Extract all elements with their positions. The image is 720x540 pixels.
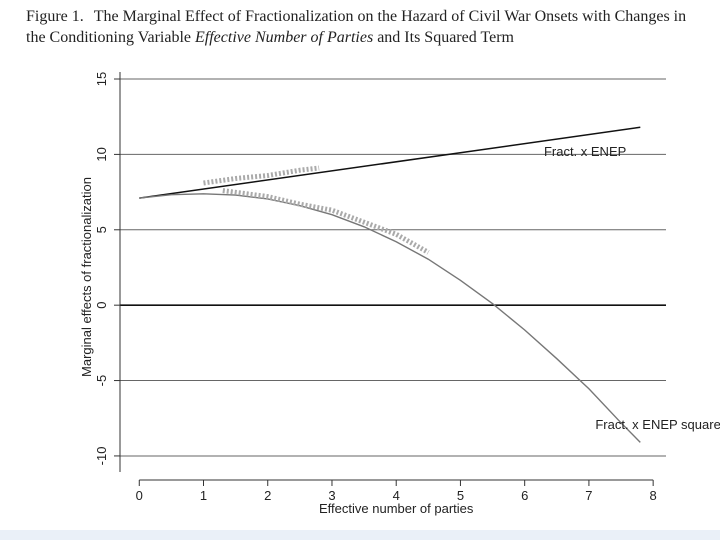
- labels: Effective number of parties Marginal effe…: [79, 144, 720, 516]
- x-axis-title: Effective number of parties: [319, 501, 474, 516]
- x-tick-label: 4: [393, 488, 400, 503]
- series-label: Fract. x ENEP: [544, 144, 626, 159]
- figure-label: Figure 1.: [26, 8, 84, 25]
- x-tick-label: 1: [200, 488, 207, 503]
- grid-lines: [120, 78, 666, 457]
- confidence-dots-line: [203, 165, 320, 186]
- y-axis-title: Marginal effects of fractionalization: [79, 177, 94, 377]
- y-tick-label: 5: [94, 226, 109, 233]
- figure-title-end: and Its Squared Term: [373, 29, 514, 46]
- confidence-dots-line: [222, 188, 430, 255]
- x-tick-label: 0: [136, 488, 143, 503]
- x-tick-label: 7: [585, 488, 592, 503]
- y-tick-label: 10: [94, 147, 109, 161]
- x-tick-label: 3: [328, 488, 335, 503]
- y-tick-label: 0: [94, 302, 109, 309]
- figure-title-text: The Marginal Effect of Fractionalization…: [26, 8, 687, 46]
- series-line: [139, 126, 641, 199]
- y-tick-label: 15: [94, 72, 109, 86]
- x-tick-label: 6: [521, 488, 528, 503]
- bottom-band: [0, 530, 720, 540]
- series-label: Fract. x ENEP squared: [595, 417, 720, 432]
- x-tick-label: 8: [650, 488, 657, 503]
- y-tick-label: -5: [94, 375, 109, 387]
- series-lines: [139, 126, 641, 443]
- axes: -10 -5 0 5 10 15 0 1 2 3 4 5 6 7 8: [94, 72, 657, 503]
- x-tick-label: 2: [264, 488, 271, 503]
- series-line: [139, 193, 641, 443]
- figure-title-italic: Effective Number of Parties: [195, 29, 374, 46]
- y-tick-label: -10: [94, 447, 109, 466]
- figure-title: Figure 1. The Marginal Effect of Fraction…: [26, 6, 706, 48]
- x-tick-label: 5: [457, 488, 464, 503]
